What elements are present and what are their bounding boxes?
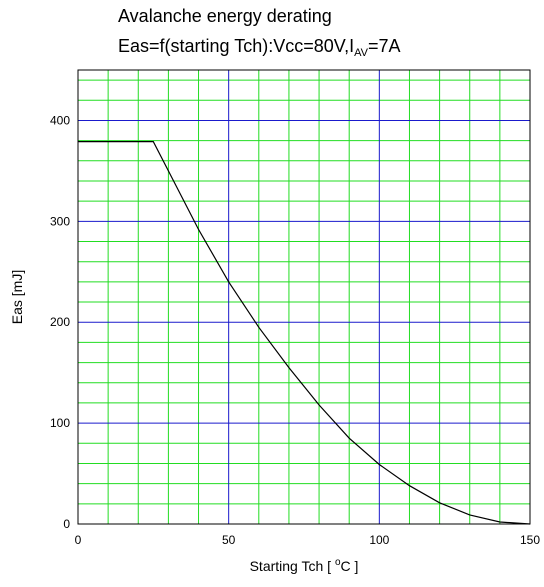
chart-subtitle: Eas=f(starting Tch):Vcc=80V,IAV=7A bbox=[118, 36, 401, 59]
y-tick-label: 200 bbox=[50, 315, 70, 329]
minor-grid bbox=[78, 70, 530, 524]
y-tick-label: 0 bbox=[63, 517, 70, 531]
x-tick-label: 50 bbox=[222, 533, 236, 547]
x-axis-label: Starting Tch [ oC ] bbox=[250, 557, 359, 574]
x-axis-label-prefix: Starting Tch [ bbox=[250, 558, 335, 574]
x-tick-label: 150 bbox=[520, 533, 540, 547]
x-tick-labels: 0 50 100 150 bbox=[75, 533, 541, 547]
y-tick-labels: 0 100 200 300 400 bbox=[50, 113, 70, 531]
chart-title: Avalanche energy derating bbox=[118, 6, 332, 26]
y-axis-label: Eas [mJ] bbox=[9, 270, 25, 324]
derating-curve bbox=[78, 141, 531, 525]
plot-frame bbox=[77, 69, 531, 525]
major-grid bbox=[78, 70, 530, 524]
subtitle-suffix: =7A bbox=[368, 36, 401, 56]
y-tick-label: 300 bbox=[50, 214, 70, 228]
y-tick-label: 100 bbox=[50, 416, 70, 430]
x-tick-label: 100 bbox=[369, 533, 389, 547]
x-axis-label-superscript: o bbox=[335, 557, 341, 568]
series-layer bbox=[78, 141, 531, 525]
x-axis-label-suffix: C ] bbox=[341, 558, 359, 574]
y-tick-label: 400 bbox=[50, 113, 70, 127]
subtitle-subscript: AV bbox=[354, 47, 368, 59]
x-tick-label: 0 bbox=[75, 533, 82, 547]
subtitle-prefix: Eas=f(starting Tch):Vcc=80V,I bbox=[118, 36, 355, 56]
